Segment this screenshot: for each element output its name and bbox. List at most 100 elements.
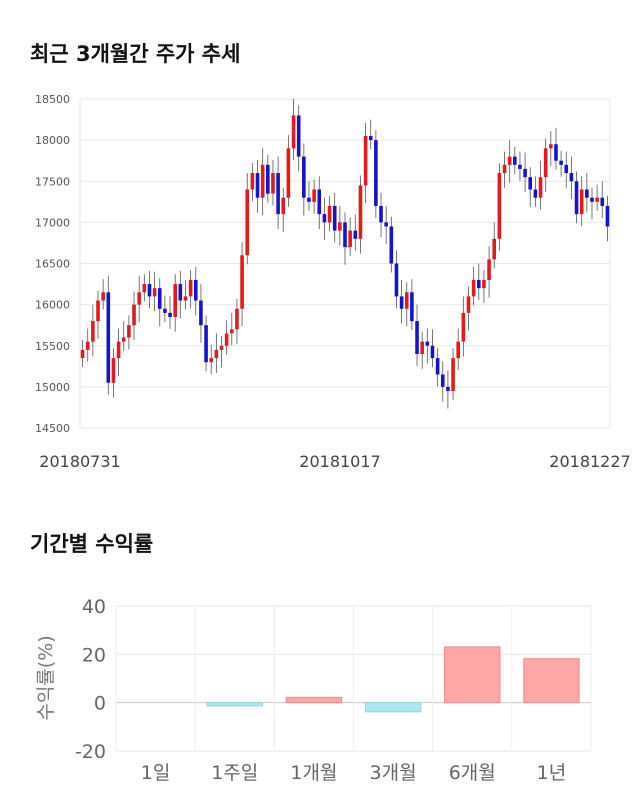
- candle-down: [513, 156, 517, 165]
- candle-up: [85, 341, 90, 350]
- candle-up: [595, 197, 599, 202]
- candle-up: [132, 304, 136, 326]
- candle-up: [549, 144, 553, 149]
- candle-down: [379, 205, 383, 223]
- price-x-tick-label: 20181017: [299, 452, 380, 471]
- price-y-tick-label: 16500: [35, 258, 70, 271]
- price-y-tick-label: 18500: [35, 93, 70, 106]
- candle-up: [91, 321, 95, 342]
- returns-x-axis: 1일 1주일 1개월 3개월 6개월 1년: [141, 762, 566, 784]
- candle-down: [430, 345, 435, 359]
- returns-x-tick-label: 1년: [537, 762, 567, 784]
- candle-up: [338, 222, 342, 231]
- candle-down: [528, 177, 533, 190]
- candle-down: [600, 197, 605, 206]
- candle-down: [255, 173, 260, 198]
- candle-down: [163, 308, 167, 313]
- candle-down: [569, 173, 574, 182]
- candle-up: [96, 300, 100, 322]
- candle-down: [564, 164, 569, 174]
- candle-down: [322, 214, 327, 223]
- returns-x-tick-label: 1일: [141, 762, 171, 784]
- candle-down: [147, 284, 152, 297]
- candle-up: [80, 349, 85, 359]
- candle-up: [101, 292, 105, 301]
- candle-down: [157, 288, 162, 309]
- candle-up: [482, 279, 486, 289]
- candles: [80, 99, 610, 409]
- candle-up: [507, 156, 512, 165]
- candle-down: [317, 189, 322, 215]
- price-y-tick-label: 15000: [35, 381, 70, 394]
- price-y-tick-label: 14500: [35, 422, 70, 435]
- candle-down: [559, 160, 563, 165]
- price-x-tick-label: 20180731: [39, 452, 120, 471]
- price-x-axis: 20180731 20181017 20181227: [39, 452, 630, 471]
- candle-up: [229, 329, 234, 334]
- candle-down: [353, 230, 358, 239]
- candle-up: [358, 185, 363, 239]
- candle-down: [199, 300, 203, 326]
- returns-y-tick-label: 20: [82, 644, 106, 666]
- candle-down: [425, 341, 430, 346]
- returns-x-tick-label: 1개월: [290, 762, 337, 784]
- candle-down: [332, 205, 337, 231]
- returns-y-tick-label: 40: [82, 596, 106, 618]
- candle-down: [518, 164, 522, 169]
- candle-down: [276, 173, 280, 215]
- candle-down: [399, 296, 404, 309]
- candle-up: [111, 358, 116, 383]
- candle-up: [121, 337, 126, 342]
- price-y-tick-label: 18000: [35, 134, 70, 147]
- candle-down: [204, 325, 208, 363]
- candle-down: [523, 168, 527, 178]
- price-y-axis: 14500 15000 15500 16000 16500 17000 17500 18000…: [35, 93, 70, 435]
- candle-down: [389, 226, 394, 264]
- candle-down: [394, 263, 399, 297]
- candle-down: [343, 222, 347, 248]
- returns-bar: [364, 702, 422, 713]
- candle-up: [142, 284, 147, 293]
- candle-down: [605, 205, 610, 227]
- candle-up: [116, 341, 121, 359]
- candle-up: [188, 279, 193, 297]
- candle-up: [312, 189, 316, 202]
- returns-bar: [444, 646, 501, 704]
- returns-y-axis: -20 0 20 40: [75, 596, 106, 763]
- candle-up: [137, 292, 141, 305]
- candle-down: [476, 279, 481, 289]
- candle-up: [127, 325, 131, 338]
- returns-bars: [206, 646, 580, 713]
- candle-up: [579, 189, 584, 215]
- candle-up: [183, 296, 188, 301]
- candle-down: [193, 279, 198, 301]
- candle-up: [209, 358, 214, 363]
- candle-up: [461, 312, 466, 342]
- candle-up: [327, 205, 332, 223]
- candlestick-chart: 14500 15000 15500 16000 16500 17000 17500 18000…: [35, 93, 631, 471]
- candle-down: [574, 181, 579, 215]
- candle-up: [363, 136, 368, 186]
- candle-up: [219, 345, 224, 350]
- candle-up: [466, 296, 471, 313]
- candle-down: [435, 358, 440, 375]
- candle-up: [235, 308, 239, 330]
- candle-up: [451, 358, 455, 391]
- candle-up: [348, 230, 352, 248]
- candle-down: [585, 189, 589, 198]
- candle-up: [224, 333, 229, 346]
- returns-grid: [115, 605, 592, 752]
- candle-down: [384, 222, 388, 227]
- candle-down: [178, 284, 183, 301]
- returns-x-tick-label: 1주일: [211, 762, 258, 784]
- candle-up: [214, 349, 219, 359]
- candle-down: [533, 189, 538, 198]
- candle-down: [410, 292, 414, 322]
- returns-bar: [285, 696, 343, 704]
- candle-down: [415, 321, 419, 354]
- returns-x-tick-label: 6개월: [449, 762, 496, 784]
- candle-down: [168, 312, 172, 317]
- candle-up: [538, 177, 543, 198]
- candle-up: [492, 238, 497, 260]
- price-x-tick-label: 20181227: [549, 452, 630, 471]
